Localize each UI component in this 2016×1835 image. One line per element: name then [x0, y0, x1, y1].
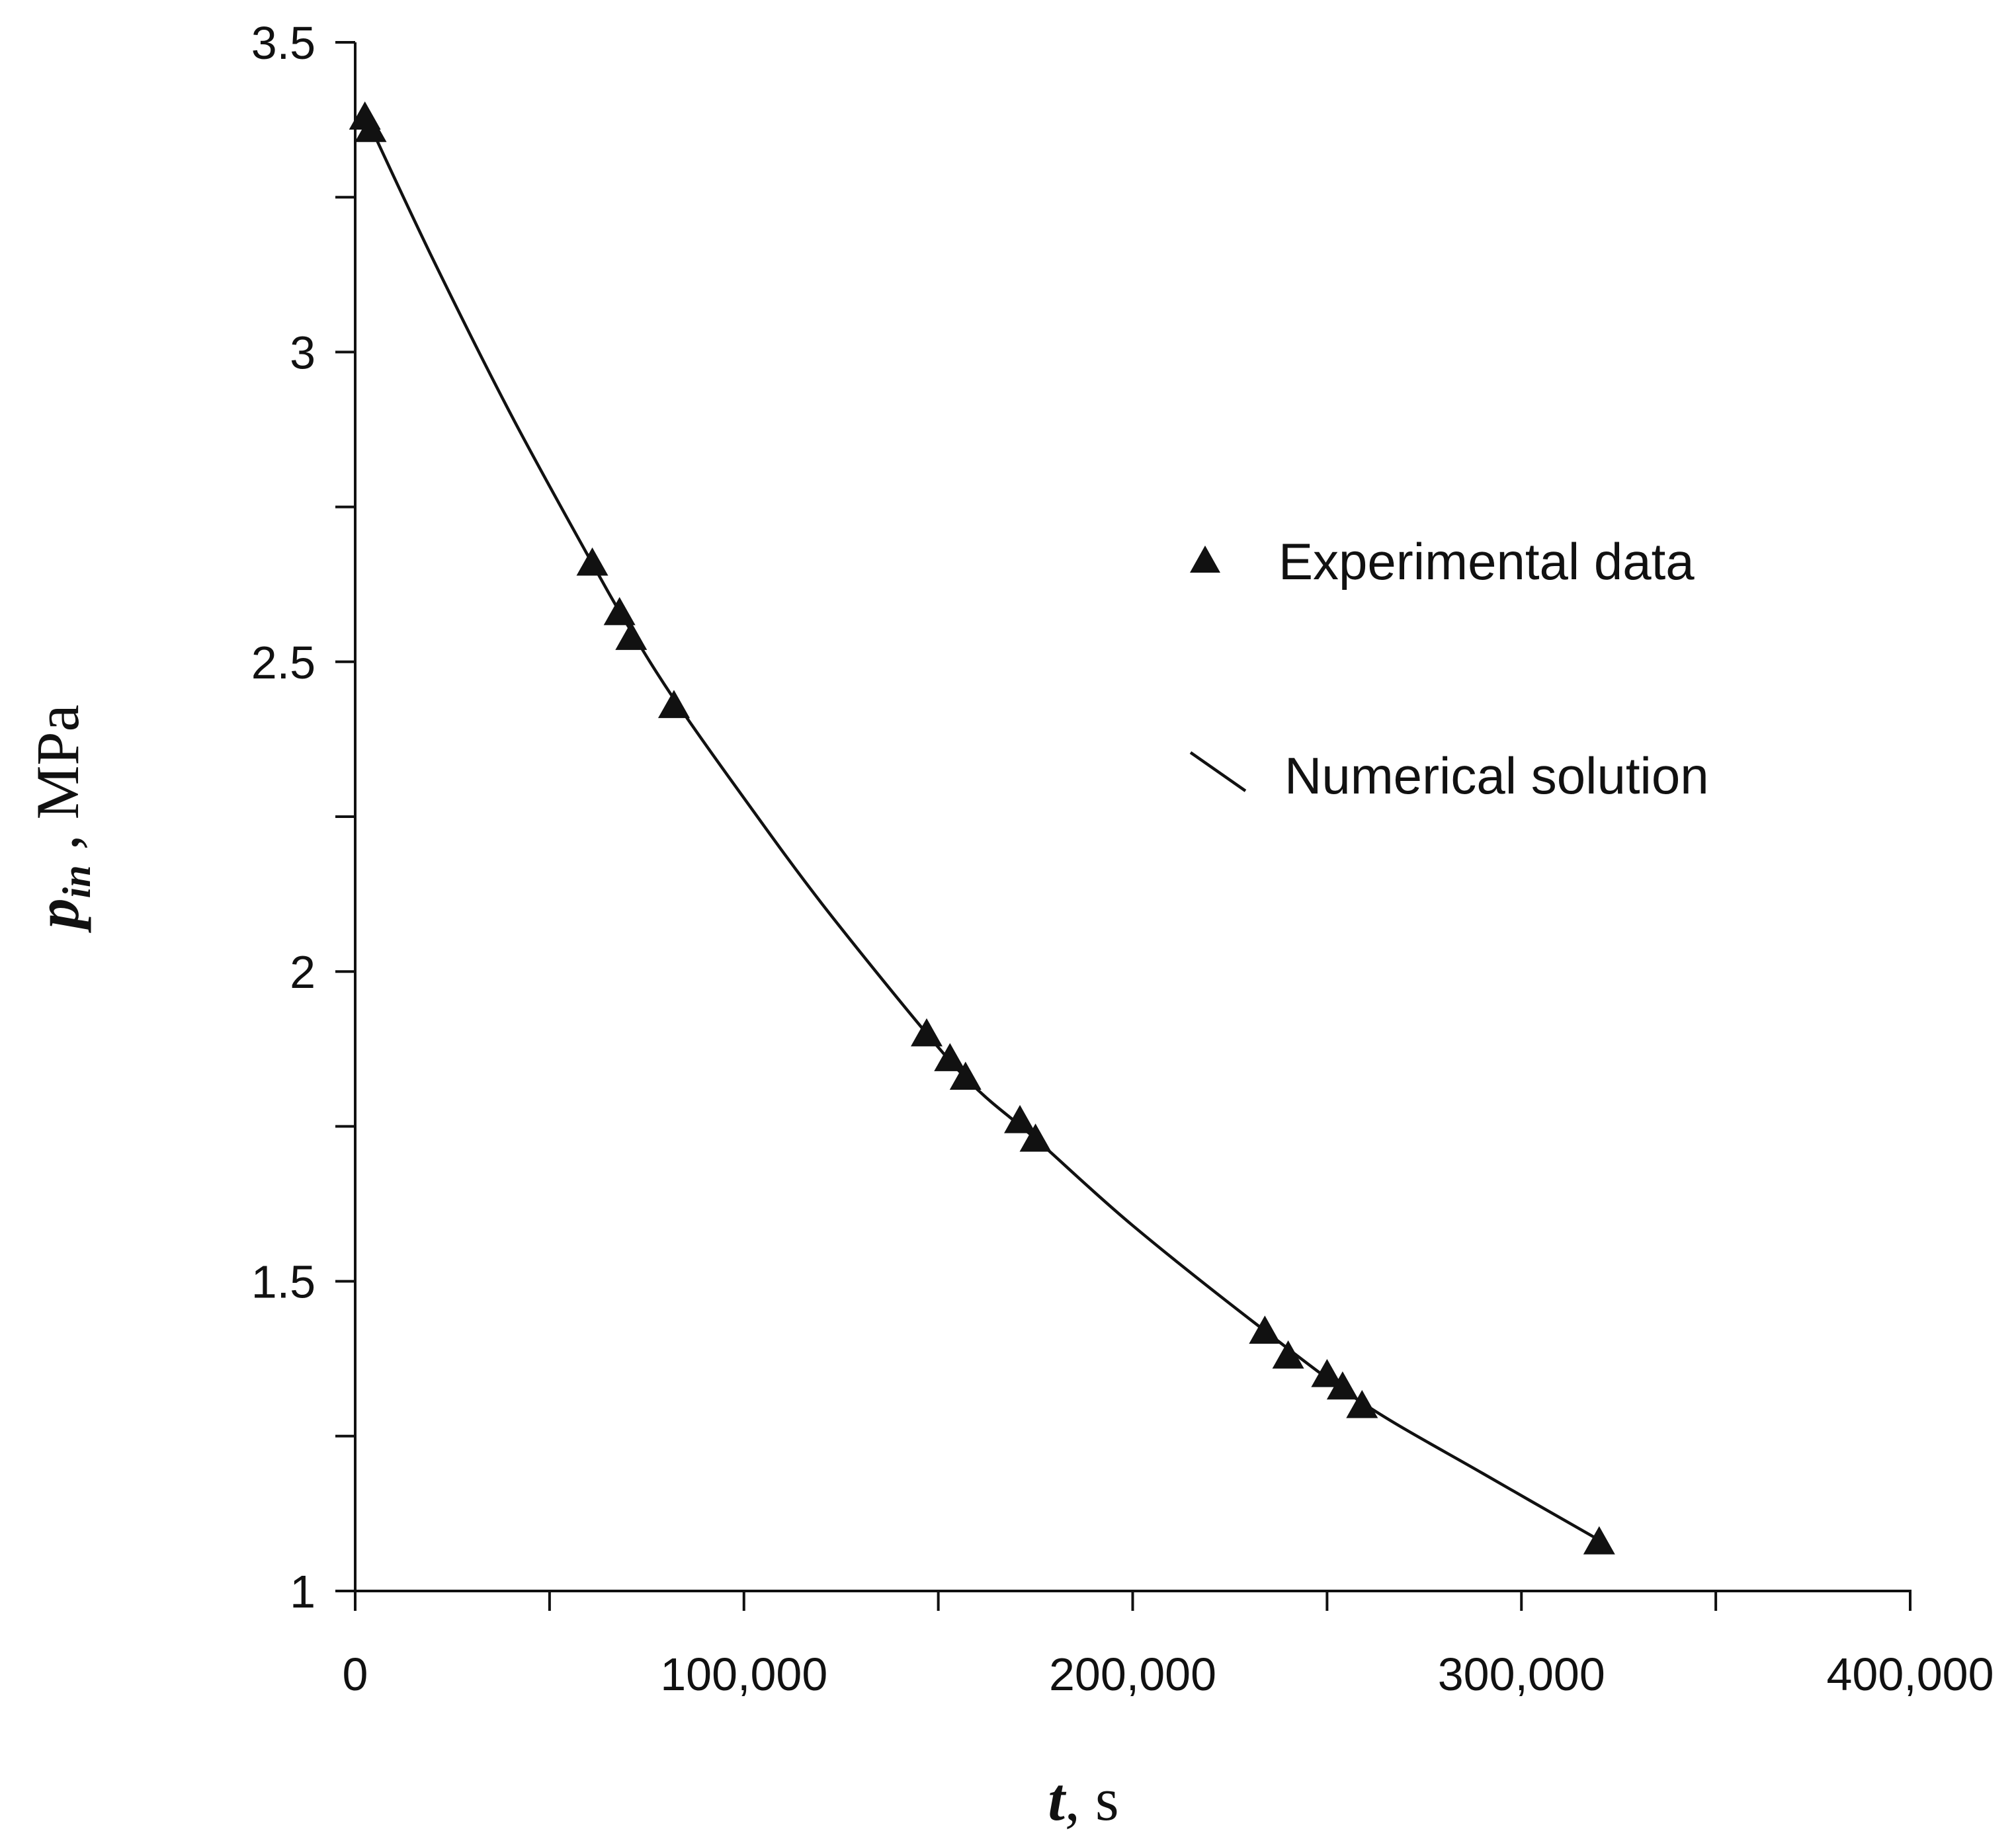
y-tick-label: 3 — [290, 327, 315, 378]
experimental-data-point — [355, 114, 387, 142]
y-axis-symbol: p — [24, 898, 91, 933]
experimental-data-point — [1346, 1389, 1378, 1418]
experimental-data-point — [1583, 1526, 1615, 1555]
numerical-solution-line — [361, 110, 1608, 1546]
legend: Experimental data Numerical solution — [1189, 532, 1709, 805]
x-tick-label: 0 — [343, 1649, 368, 1700]
y-tick-label: 2 — [290, 946, 315, 998]
numerical-solution-series — [361, 110, 1608, 1546]
x-tick-label: 200,000 — [1049, 1649, 1216, 1700]
y-axis-subscript: in — [55, 865, 99, 898]
y-tick-label: 1 — [290, 1566, 315, 1617]
experimental-data-point — [949, 1061, 982, 1090]
y-axis-comma: , — [24, 819, 91, 865]
x-axis-unit: s — [1095, 1766, 1119, 1833]
experimental-data-point — [1019, 1123, 1052, 1152]
experimental-data-point — [1311, 1359, 1343, 1387]
experimental-data-point — [1326, 1371, 1359, 1400]
y-axis-unit: MPa — [24, 705, 91, 820]
experimental-data-point — [576, 547, 609, 576]
experimental-data-point — [603, 596, 636, 626]
legend-label-experimental: Experimental data — [1279, 532, 1695, 591]
legend-line-numerical — [1189, 751, 1247, 792]
y-tick-label: 1.5 — [251, 1256, 315, 1308]
experimental-data-point — [910, 1018, 943, 1047]
x-tick-label: 300,000 — [1438, 1649, 1605, 1700]
experimental-data-point — [1004, 1105, 1036, 1133]
experimental-data-series — [349, 101, 1615, 1555]
experimental-data-point — [615, 622, 648, 650]
axes: 0 100,000 200,000 300,000 400,000 1 1.5 2 2.5 3 3.… — [251, 17, 1994, 1700]
legend-label-numerical: Numerical solution — [1284, 747, 1709, 805]
x-tick-label: 100,000 — [660, 1649, 827, 1700]
x-tick-label: 400,000 — [1826, 1649, 1994, 1700]
experimental-data-point — [1249, 1315, 1281, 1344]
y-tick-label: 2.5 — [251, 637, 315, 688]
experimental-data-point — [1272, 1340, 1304, 1369]
y-axis-label: pin , MPa — [24, 705, 99, 934]
y-tick-label: 3.5 — [251, 17, 315, 69]
experimental-data-point — [934, 1043, 966, 1071]
experimental-data-point — [657, 690, 690, 718]
x-axis-symbol: t — [1048, 1766, 1066, 1833]
x-axis-label: t, s — [1048, 1766, 1118, 1833]
x-axis-comma: , — [1065, 1766, 1095, 1833]
legend-marker-experimental — [1190, 546, 1220, 573]
